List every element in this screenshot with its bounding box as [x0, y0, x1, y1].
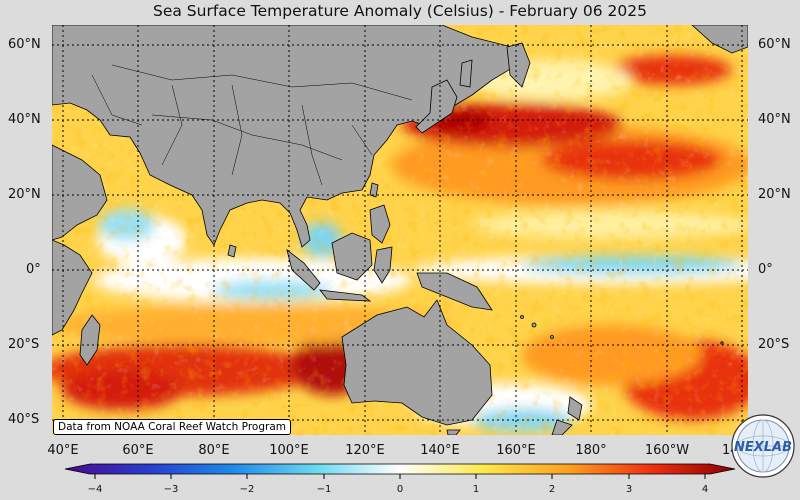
lat-label-right-40n: 40°N: [758, 112, 791, 127]
lat-label-left-20s: 20°S: [8, 337, 40, 352]
lon-label-160w: 160°W: [644, 443, 690, 458]
colorbar-tick-label: −4: [87, 484, 103, 495]
lat-label-right-20s: 20°S: [758, 337, 790, 352]
colorbar-tick-label: 2: [548, 484, 556, 495]
lat-label-right-20n: 20°N: [758, 187, 791, 202]
colorbar-tick-label: −2: [239, 484, 255, 495]
lon-label-180: 180°: [575, 443, 607, 458]
lat-label-left-60n: 60°N: [8, 37, 41, 52]
logo-text: NEXLAB: [734, 440, 792, 455]
lat-label-left-0: 0°: [26, 262, 41, 277]
colorbar: [64, 463, 736, 479]
lon-label-60e: 60°E: [122, 443, 154, 458]
lon-label-140e: 140°E: [420, 443, 460, 458]
lat-label-left-40n: 40°N: [8, 112, 41, 127]
lat-label-left-40s: 40°S: [8, 412, 40, 427]
colorbar-gradient: [64, 463, 736, 475]
colorbar-ticks: [94, 474, 706, 479]
borders: [91, 64, 413, 186]
lat-label-left-20n: 20°N: [8, 187, 41, 202]
lon-label-80e: 80°E: [198, 443, 230, 458]
sst-anomaly-map[interactable]: [52, 25, 748, 435]
colorbar-tick-label: 1: [472, 484, 480, 495]
lon-label-120e: 120°E: [345, 443, 385, 458]
graticule: [52, 25, 748, 435]
lon-label-40e: 40°E: [47, 443, 79, 458]
colorbar-tick-label: 0: [396, 484, 404, 495]
map-canvas: [52, 25, 748, 435]
data-credit: Data from NOAA Coral Reef Watch Program: [53, 419, 291, 435]
lat-label-right-60n: 60°N: [758, 37, 791, 52]
lat-label-right-0: 0°: [758, 262, 773, 277]
colorbar-tick-label: −1: [316, 484, 332, 495]
colorbar-tick-label: 3: [625, 484, 633, 495]
lon-label-160e: 160°E: [496, 443, 536, 458]
lon-label-100e: 100°E: [269, 443, 309, 458]
map-title: Sea Surface Temperature Anomaly (Celsius…: [153, 2, 647, 20]
nexlab-logo: NEXLAB: [731, 414, 795, 478]
colorbar-tick-label: −3: [163, 484, 179, 495]
land: [52, 25, 748, 435]
colorbar-tick-label: 4: [701, 484, 709, 495]
